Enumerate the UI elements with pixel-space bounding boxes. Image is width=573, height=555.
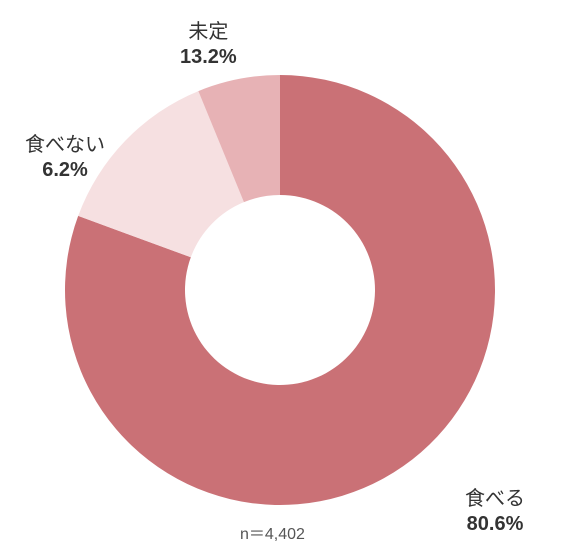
slice-label-name: 未定 [180, 20, 237, 45]
slice-label-pct: 6.2% [25, 158, 105, 183]
slice-label-pct: 80.6% [465, 512, 525, 537]
slice-label-eat: 食べる 80.6% [465, 487, 525, 537]
donut-chart: 食べる 80.6% 未定 13.2% 食べない 6.2% n＝4,402 [0, 0, 573, 555]
slice-label-pct: 13.2% [180, 45, 237, 70]
sample-size-text: n＝4,402 [240, 526, 305, 543]
slice-label-name: 食べる [465, 487, 525, 512]
donut-svg [0, 0, 573, 555]
slice-label-name: 食べない [25, 133, 105, 158]
sample-size: n＝4,402 [240, 520, 305, 544]
slice-label-no-eat: 食べない 6.2% [25, 133, 105, 183]
slice-label-undecided: 未定 13.2% [180, 20, 237, 70]
